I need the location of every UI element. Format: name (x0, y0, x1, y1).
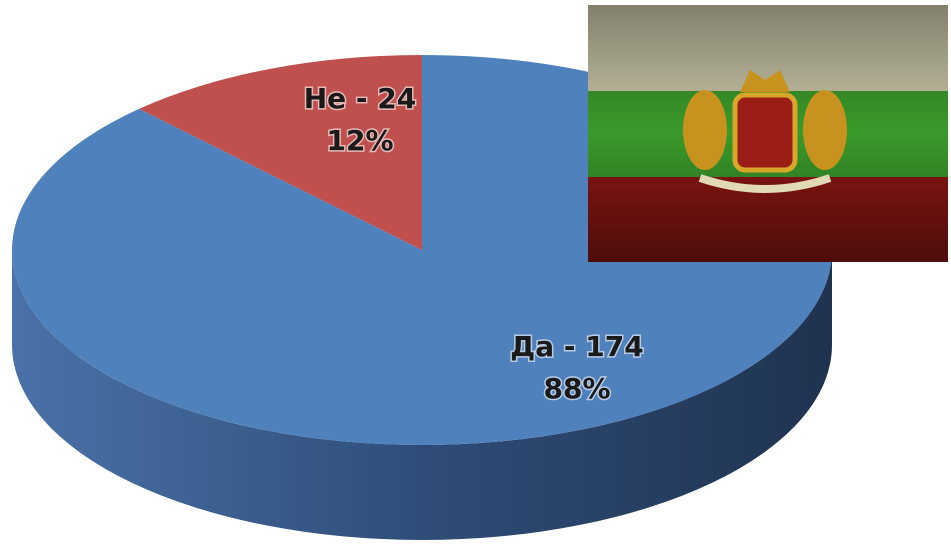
pie: Да - 174 88% Не - 24 12% (11, 55, 833, 540)
percent-label: 88% (543, 372, 610, 405)
flag-image (588, 5, 948, 262)
pie-slice (139, 55, 422, 250)
data-label: Не - 24 (304, 82, 417, 115)
percent-label: 12% (326, 124, 393, 157)
pie-side (12, 250, 832, 540)
data-label: Да - 174 (510, 330, 643, 363)
